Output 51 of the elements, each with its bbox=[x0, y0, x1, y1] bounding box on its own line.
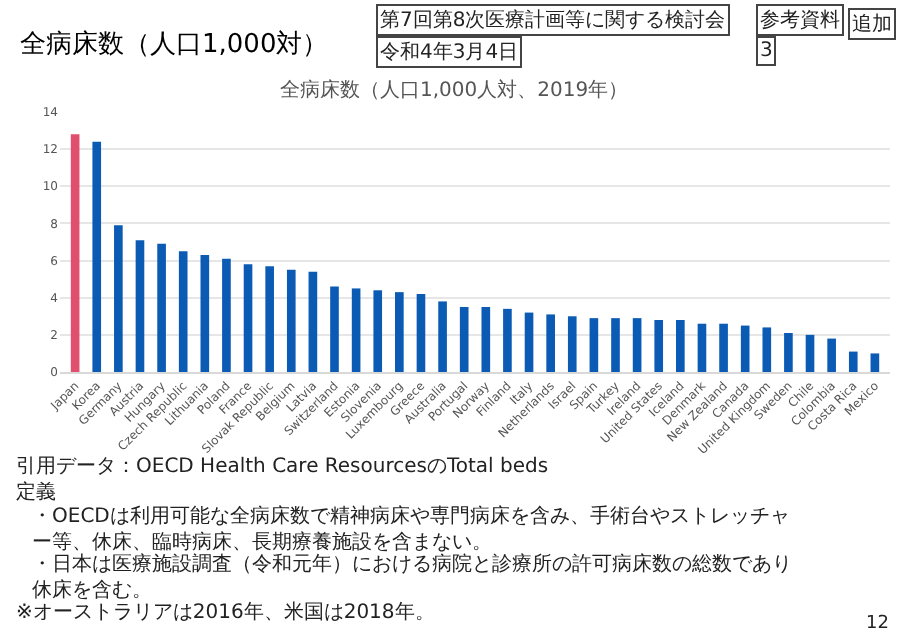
bar bbox=[373, 290, 383, 372]
bar bbox=[762, 327, 772, 372]
bar bbox=[676, 320, 685, 372]
text: ・OECDは利用可能な全病床数で精神病床や専門病床を含み、手術台やストレッチャー等、休床、臨時病床、長期療養施設を含まない。 bbox=[32, 504, 790, 554]
text: 引用データ：OECD Health Care ResourcesのTotal beds bbox=[16, 456, 549, 478]
bar bbox=[567, 316, 577, 372]
text: 定義 bbox=[16, 480, 56, 504]
bar bbox=[92, 141, 102, 372]
text: 第7回第8次医療計画等に関する検討会 bbox=[380, 8, 726, 32]
bar bbox=[805, 334, 815, 372]
bar bbox=[395, 292, 404, 372]
bar bbox=[740, 325, 750, 372]
bar bbox=[481, 307, 491, 372]
bar bbox=[308, 271, 318, 372]
bar bbox=[178, 251, 188, 372]
bar bbox=[459, 307, 469, 372]
bar bbox=[503, 308, 512, 372]
bar bbox=[157, 243, 166, 372]
chart-title: 全病床数（人口1,000対） bbox=[20, 28, 329, 60]
bar bbox=[848, 351, 858, 372]
bar bbox=[243, 264, 253, 372]
bar bbox=[438, 301, 447, 372]
text: 参考資料 bbox=[760, 8, 840, 32]
bar bbox=[632, 318, 642, 372]
text: 12 bbox=[866, 614, 889, 634]
chart-subtitle: 全病床数（人口1,000人対、2019年） bbox=[280, 78, 629, 102]
bar bbox=[416, 294, 426, 372]
bar bbox=[330, 286, 339, 372]
bar bbox=[697, 323, 707, 372]
bar bbox=[719, 323, 728, 372]
bar bbox=[351, 288, 361, 372]
text: 令和4年3月4日 bbox=[380, 40, 519, 64]
bar bbox=[70, 134, 80, 372]
bar bbox=[524, 312, 534, 372]
bar bbox=[784, 333, 793, 372]
bar bbox=[286, 269, 296, 372]
bar bbox=[611, 318, 620, 372]
bar bbox=[135, 240, 145, 372]
bar bbox=[200, 255, 210, 372]
bar bbox=[265, 266, 274, 372]
bar bbox=[546, 314, 555, 372]
text: 3 bbox=[760, 40, 773, 62]
text: 追加 bbox=[852, 12, 892, 36]
bar bbox=[870, 353, 880, 372]
bar bbox=[654, 320, 664, 372]
bar bbox=[222, 258, 231, 372]
text: ・日本は医療施設調査（令和元年）における病院と診療所の許可病床数の総数であり休床を含む。 bbox=[32, 552, 792, 602]
bar bbox=[114, 225, 123, 372]
text: ※オーストラリアは2016年、米国は2018年。 bbox=[16, 600, 435, 624]
bar bbox=[827, 338, 836, 372]
bar bbox=[589, 318, 599, 372]
